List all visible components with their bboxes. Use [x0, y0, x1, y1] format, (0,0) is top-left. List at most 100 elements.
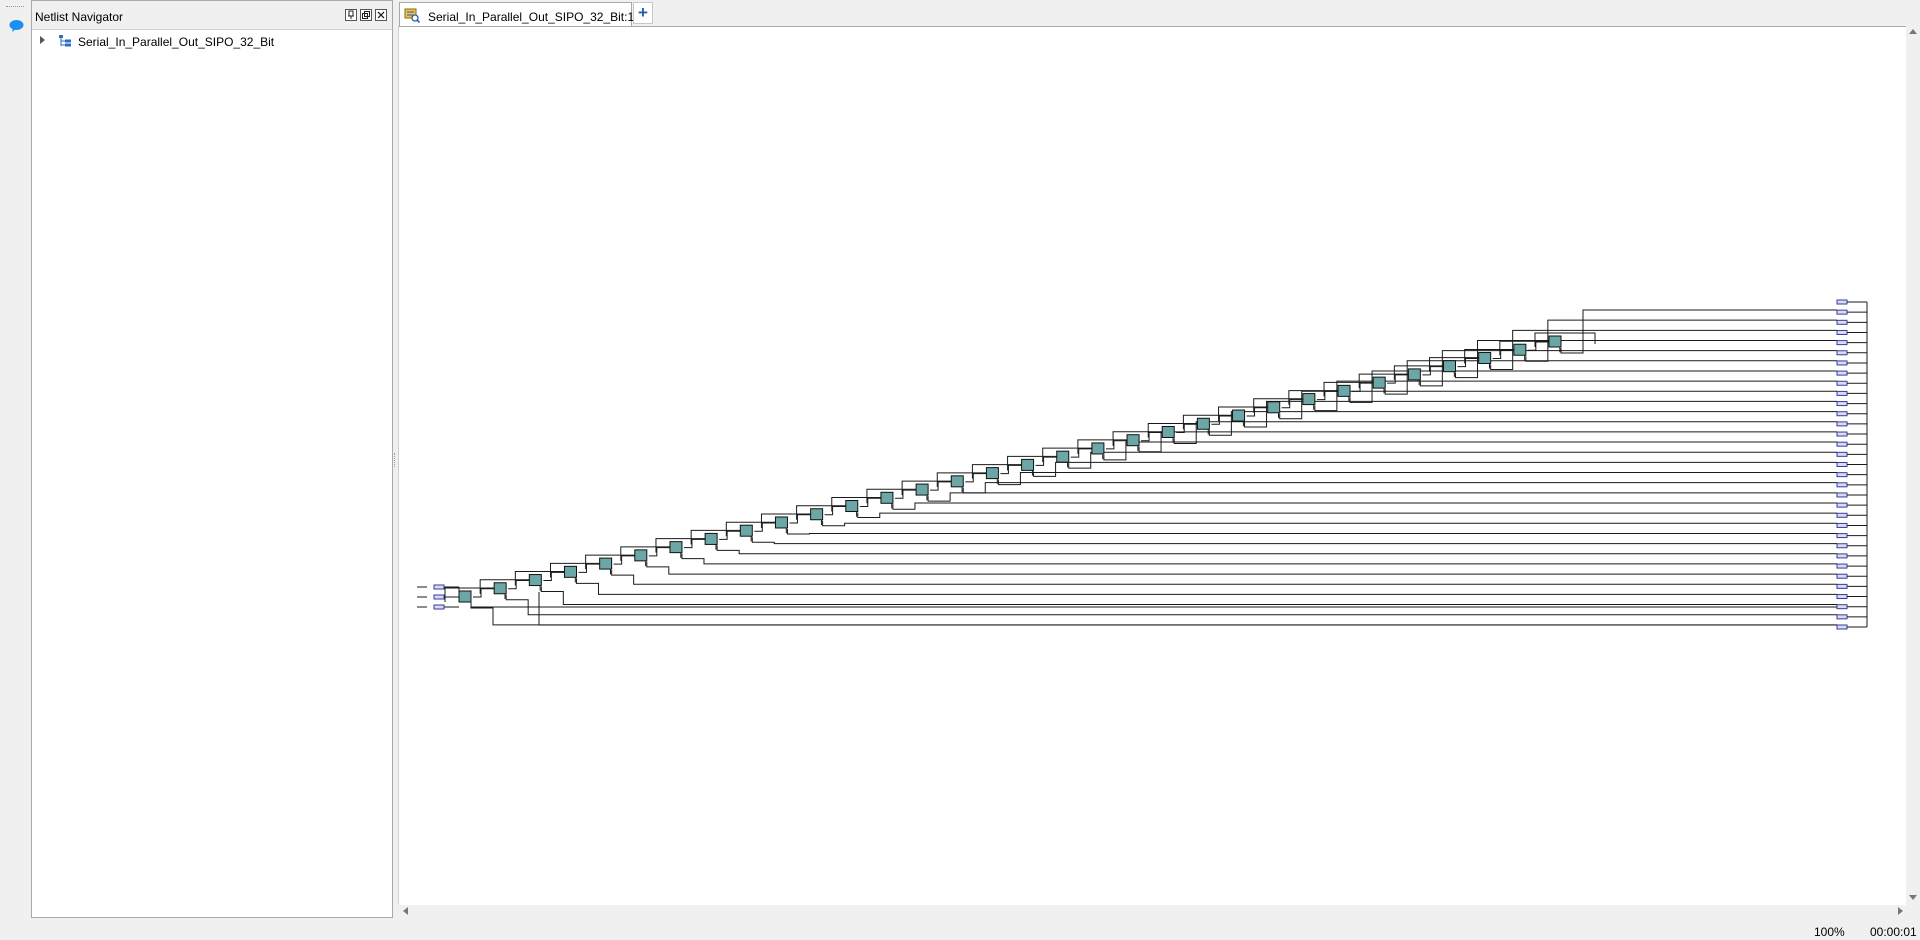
register-block: [528, 574, 542, 587]
toolbar-grip[interactable]: [6, 6, 24, 9]
register-block: [845, 500, 859, 513]
zoom-level: 100%: [1814, 925, 1845, 939]
output-net: [1490, 329, 1837, 370]
output-net: [1173, 421, 1837, 444]
close-icon[interactable]: [375, 9, 387, 21]
output-net: [611, 570, 1837, 585]
output-net: [1349, 370, 1837, 403]
data-wire: [1492, 349, 1514, 359]
tab-schematic[interactable]: Serial_In_Parallel_Out_SIPO_32_Bit:1: [399, 2, 634, 27]
data-wire: [1070, 448, 1092, 458]
data-wire: [789, 514, 811, 524]
data-wire: [1352, 382, 1374, 392]
register-block: [739, 524, 753, 537]
panel-splitter[interactable]: [393, 0, 397, 918]
output-net: [962, 482, 1837, 494]
register-block: [1196, 417, 1210, 430]
output-port: [1836, 421, 1848, 427]
output-port: [1836, 401, 1848, 407]
output-port: [1836, 604, 1848, 610]
reset-net: [538, 592, 1837, 626]
output-net: [1244, 400, 1837, 428]
data-wire: [648, 547, 670, 557]
data-wire: [1105, 440, 1128, 450]
output-net: [997, 472, 1837, 486]
output-port: [1836, 411, 1848, 417]
output-net: [575, 578, 1837, 595]
data-wire: [1527, 341, 1549, 351]
data-wire: [754, 522, 776, 532]
tree-item-label: Serial_In_Parallel_Out_SIPO_32_Bit: [78, 35, 275, 49]
output-net: [716, 545, 1837, 555]
expand-arrow-icon[interactable]: [40, 36, 45, 44]
data-wire: [930, 481, 952, 491]
register-block: [1337, 384, 1351, 397]
data-wire: [1176, 423, 1198, 433]
register-block: [1126, 434, 1140, 447]
output-net: [1138, 431, 1837, 453]
scroll-left-icon[interactable]: [403, 907, 408, 915]
register-block: [810, 508, 824, 521]
add-tab-icon[interactable]: +: [633, 2, 653, 24]
output-net: [822, 520, 1837, 527]
data-wire: [1422, 366, 1444, 376]
register-block: [1478, 351, 1492, 364]
register-block: [1161, 425, 1175, 438]
output-net: [1455, 339, 1837, 379]
register-block: [950, 475, 964, 488]
output-port: [1836, 522, 1848, 528]
splitter-grip[interactable]: [394, 453, 397, 467]
chat-icon[interactable]: [9, 20, 24, 32]
output-net: [505, 594, 1837, 616]
output-port: [1836, 553, 1848, 559]
left-toolbar-strip: [0, 0, 30, 940]
schematic-canvas[interactable]: [398, 26, 1906, 905]
output-net: [786, 528, 1837, 535]
vertical-scrollbar[interactable]: [1906, 26, 1920, 905]
output-port: [1836, 614, 1848, 620]
output-port: [1836, 533, 1848, 539]
data-wire: [1281, 399, 1303, 409]
register-block: [704, 532, 718, 545]
scroll-right-icon[interactable]: [1898, 907, 1903, 915]
output-net: [681, 553, 1837, 565]
register-block: [915, 483, 929, 496]
register-block: [1372, 376, 1386, 389]
output-net: [540, 586, 1837, 606]
data-wire: [719, 530, 741, 540]
data-wire: [1246, 407, 1268, 417]
data-wire: [1035, 456, 1057, 466]
register-block: [458, 590, 472, 603]
scroll-down-icon[interactable]: [1909, 895, 1917, 900]
output-net: [1384, 360, 1837, 395]
register-block: [880, 491, 894, 504]
data-wire: [1457, 357, 1479, 368]
output-net: [1560, 309, 1837, 354]
output-net: [751, 537, 1837, 545]
output-port: [1836, 462, 1848, 467]
register-block: [774, 516, 788, 529]
float-icon[interactable]: [360, 9, 372, 21]
tree-item-root[interactable]: Serial_In_Parallel_Out_SIPO_32_Bit: [32, 33, 392, 51]
output-port: [1836, 482, 1848, 488]
output-net: [1525, 319, 1837, 362]
register-block: [1091, 442, 1105, 455]
output-net: [1103, 441, 1837, 461]
scroll-up-icon[interactable]: [1909, 29, 1917, 34]
data-wire: [683, 538, 706, 549]
input-port: [433, 584, 445, 590]
output-port: [1836, 563, 1848, 569]
horizontal-scrollbar[interactable]: [398, 905, 1906, 918]
data-wire: [824, 506, 846, 516]
register-block: [1443, 360, 1457, 373]
output-port: [1836, 472, 1848, 478]
output-net: [1068, 451, 1837, 469]
data-wire: [508, 580, 530, 590]
output-port: [1836, 299, 1848, 305]
pin-icon[interactable]: [345, 9, 357, 21]
register-block: [1513, 343, 1527, 356]
data-wire: [578, 563, 600, 573]
output-port: [1836, 441, 1848, 447]
input-port: [433, 594, 445, 600]
register-block: [563, 565, 577, 578]
